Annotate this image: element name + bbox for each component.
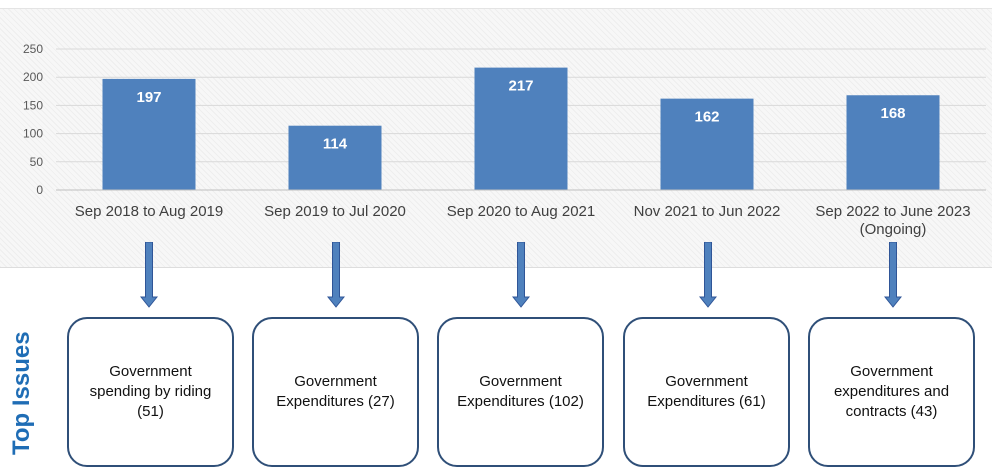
down-arrow-icon	[327, 242, 345, 308]
x-tick-label: Sep 2018 to Aug 2019	[75, 203, 223, 220]
issue-text: Government Expenditures (27)	[276, 373, 395, 410]
issue-box: Government Expenditures (61)	[623, 317, 790, 467]
issue-text: Government Expenditures (61)	[647, 373, 766, 410]
down-arrow-icon	[140, 242, 158, 308]
y-tick-label: 0	[36, 183, 43, 197]
down-arrow-icon	[512, 242, 530, 308]
data-label: 162	[694, 109, 719, 126]
x-tick-label: Sep 2022 to June 2023 (Ongoing)	[815, 203, 970, 238]
x-tick-label: Sep 2020 to Aug 2021	[447, 203, 595, 220]
x-tick-label: Nov 2021 to Jun 2022	[634, 203, 781, 220]
top-issues-label: Top Issues	[8, 331, 35, 455]
chart-panel: 0 50 100 150 200 250 197 Sep 2018 to Aug 2019 11…	[0, 8, 992, 268]
data-label: 217	[508, 78, 533, 95]
issue-box: Government spending by riding (51)	[67, 317, 234, 467]
x-tick-label: Sep 2019 to Jul 2020	[264, 203, 406, 220]
bar-chart: 0 50 100 150 200 250 197 Sep 2018 to Aug 2019 11…	[23, 42, 986, 238]
bar	[660, 98, 754, 190]
issue-text: Government expenditures and contracts (4…	[833, 363, 950, 420]
issue-text: Government spending by riding (51)	[89, 363, 212, 420]
issue-box: Government expenditures and contracts (4…	[808, 317, 975, 467]
data-label: 168	[880, 105, 905, 122]
y-tick-label: 250	[23, 42, 43, 56]
y-tick-label: 50	[30, 155, 44, 169]
data-label: 114	[323, 136, 348, 153]
y-tick-label: 200	[23, 70, 43, 84]
y-tick-label: 150	[23, 98, 43, 112]
bar	[102, 78, 196, 190]
issue-box: Government Expenditures (102)	[437, 317, 604, 467]
down-arrow-icon	[884, 242, 902, 308]
bar	[846, 95, 940, 190]
bar	[288, 125, 382, 190]
bar	[474, 67, 568, 190]
down-arrow-icon	[699, 242, 717, 308]
issue-text: Government Expenditures (102)	[457, 373, 584, 410]
y-tick-label: 100	[23, 127, 43, 141]
data-label: 197	[136, 89, 161, 106]
issue-box: Government Expenditures (27)	[252, 317, 419, 467]
